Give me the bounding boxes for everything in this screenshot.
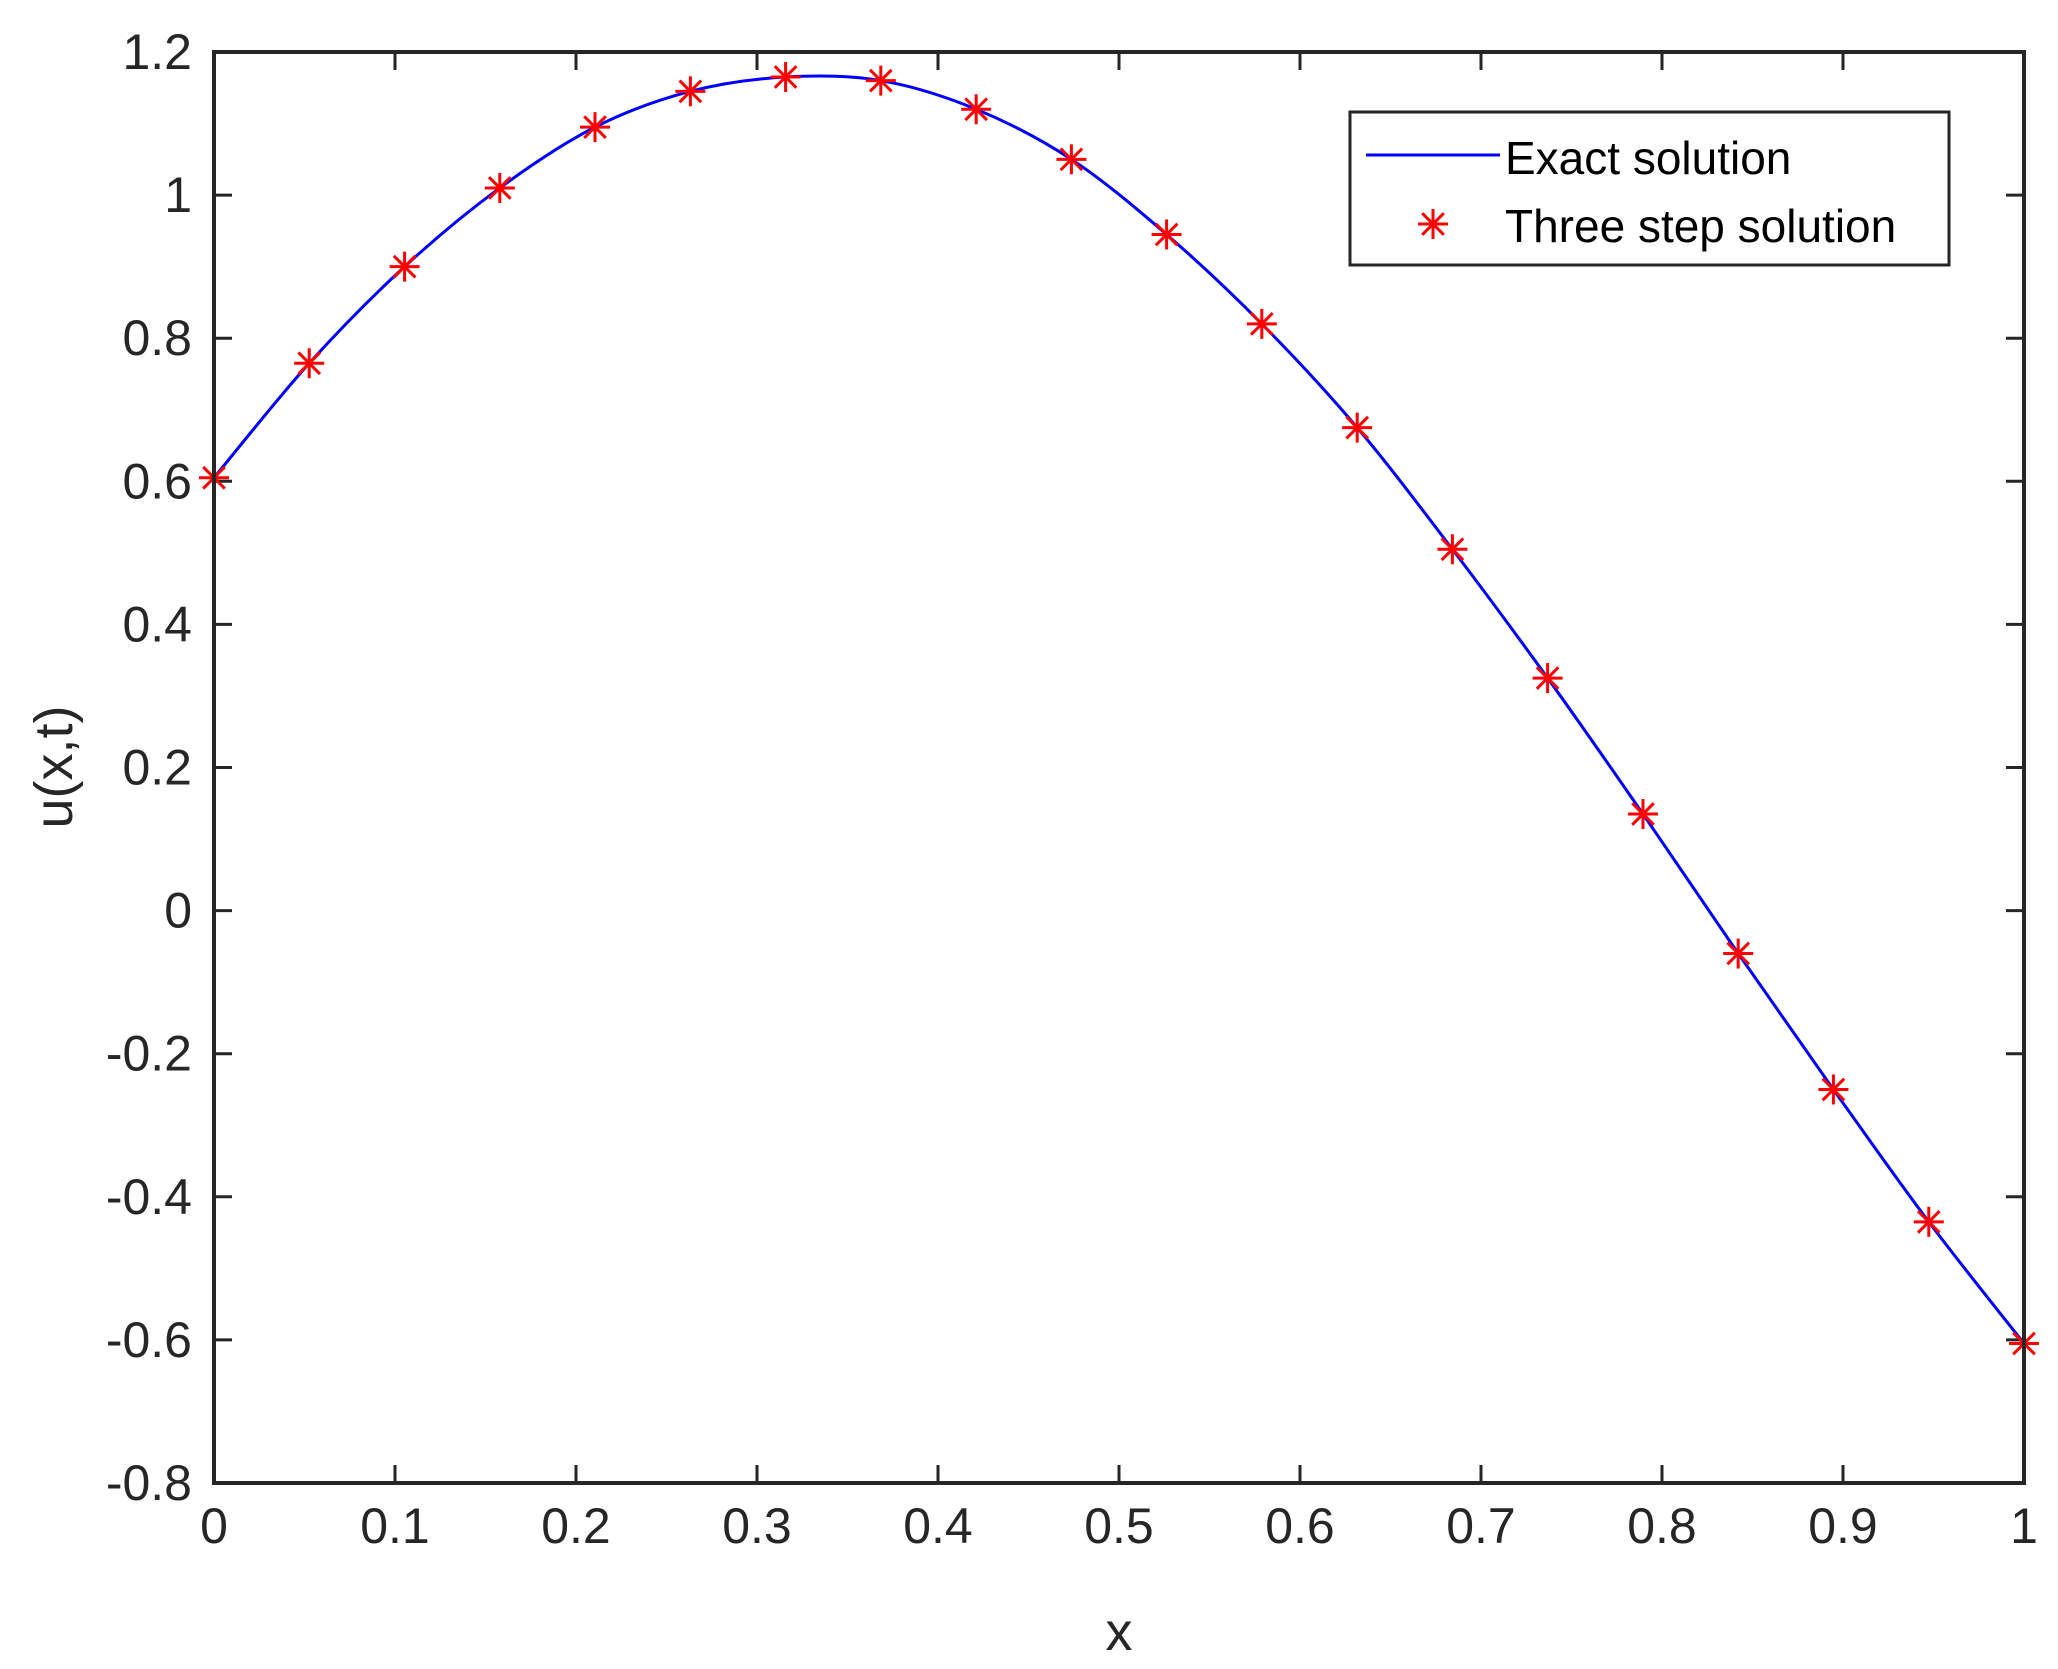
y-tick-label: 0.8 (122, 310, 192, 366)
x-tick-label: 0.8 (1627, 1498, 1697, 1554)
legend-box (1348, 110, 1951, 267)
data-point-three-step (1246, 308, 1277, 339)
x-tick-label: 0.9 (1808, 1498, 1878, 1554)
legend-label-three-step: Three step solution (1505, 200, 1896, 252)
data-point-three-step (675, 76, 706, 107)
data-point-three-step (770, 62, 801, 93)
plot-area (214, 52, 2024, 1483)
legend: Exact solution Three step solution (1348, 110, 1951, 267)
x-tick-label: 0.7 (1446, 1498, 1516, 1554)
x-tick-label: 0 (200, 1498, 228, 1554)
data-point-three-step (1342, 412, 1373, 443)
y-tick-label: 1 (164, 167, 192, 223)
x-tick-label: 0.1 (360, 1498, 430, 1554)
legend-label-exact: Exact solution (1505, 132, 1791, 184)
y-tick-labels: -0.8 -0.6 -0.4 -0.2 0 0.2 0.4 0.6 0.8 1 1.2 (106, 24, 192, 1511)
y-tick-label: -0.8 (106, 1455, 192, 1511)
data-point-three-step (1723, 938, 1754, 969)
data-point-three-step (865, 65, 896, 96)
y-tick-label: -0.6 (106, 1312, 192, 1368)
data-point-three-step (1532, 663, 1563, 694)
y-tick-label: 0 (164, 883, 192, 939)
y-tick-label: 1.2 (122, 24, 192, 80)
x-tick-label: 0.2 (541, 1498, 611, 1554)
x-tick-label: 0.3 (722, 1498, 792, 1554)
data-point-three-step (389, 251, 420, 282)
y-axis-label: u(x,t) (24, 705, 84, 828)
y-tick-label: 0.2 (122, 740, 192, 796)
data-point-three-step (961, 94, 992, 125)
plot-box (212, 50, 2026, 1485)
data-point-three-step (1437, 534, 1468, 565)
data-point-three-step (294, 348, 325, 379)
series-layer (199, 62, 2039, 1359)
data-point-three-step (1151, 219, 1182, 250)
y-tick-label: 0.4 (122, 596, 192, 652)
data-point-three-step (1913, 1206, 1944, 1237)
x-axis-label: x (1106, 1602, 1133, 1662)
x-tick-label: 1 (2010, 1498, 2038, 1554)
y-tick-label: 0.6 (122, 453, 192, 509)
x-tick-label: 0.6 (1265, 1498, 1335, 1554)
legend-marker-sample (1418, 209, 1448, 239)
data-point-three-step (484, 172, 515, 203)
y-tick-label: -0.4 (106, 1169, 192, 1225)
data-point-three-step (580, 112, 611, 143)
data-point-three-step (1818, 1074, 1849, 1105)
y-tick-label: -0.2 (106, 1026, 192, 1082)
x-tick-labels: 0 0.1 0.2 0.3 0.4 0.5 0.6 0.7 0.8 0.9 1 (200, 1498, 2038, 1554)
x-tick-label: 0.5 (1084, 1498, 1154, 1554)
legend-asterisk-marker (1418, 209, 1448, 239)
x-tick-label: 0.4 (903, 1498, 973, 1554)
data-point-three-step (1056, 144, 1087, 175)
data-point-three-step (1627, 799, 1658, 830)
